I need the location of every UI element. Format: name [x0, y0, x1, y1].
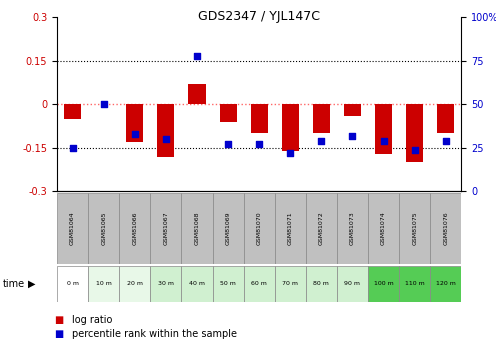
Text: 0 m: 0 m [66, 281, 78, 286]
Bar [375, 104, 392, 154]
Text: GSM81076: GSM81076 [443, 212, 448, 245]
Point [379, 138, 387, 144]
Text: GSM81069: GSM81069 [226, 212, 231, 245]
Bar [119, 193, 150, 264]
Text: 30 m: 30 m [158, 281, 174, 286]
Bar [282, 104, 299, 151]
Text: 20 m: 20 m [127, 281, 143, 286]
Text: GSM81074: GSM81074 [381, 212, 386, 245]
Text: 90 m: 90 m [344, 281, 361, 286]
Bar [337, 193, 368, 264]
Bar [399, 193, 430, 264]
Text: 110 m: 110 m [405, 281, 425, 286]
Text: GSM81065: GSM81065 [101, 212, 106, 245]
Point [286, 150, 294, 156]
Text: 50 m: 50 m [220, 281, 236, 286]
Text: GSM81071: GSM81071 [288, 212, 293, 245]
Bar [119, 266, 150, 302]
Bar [399, 266, 430, 302]
Bar [182, 193, 212, 264]
Text: GSM81067: GSM81067 [163, 212, 168, 245]
Bar [126, 104, 143, 142]
Bar [64, 104, 81, 119]
Bar [368, 266, 399, 302]
Bar [212, 266, 244, 302]
Text: ■: ■ [55, 315, 64, 325]
Bar [182, 266, 212, 302]
Bar [57, 266, 88, 302]
Point [255, 142, 263, 147]
Bar [368, 193, 399, 264]
Text: ■: ■ [55, 329, 64, 338]
Text: 120 m: 120 m [436, 281, 456, 286]
Bar [150, 193, 182, 264]
Text: GSM81073: GSM81073 [350, 212, 355, 245]
Text: 80 m: 80 m [313, 281, 329, 286]
Bar [250, 104, 268, 134]
Text: 100 m: 100 m [373, 281, 393, 286]
Bar [275, 193, 306, 264]
Bar [306, 266, 337, 302]
Point [68, 145, 76, 151]
Point [162, 136, 170, 142]
Point [349, 133, 357, 138]
Text: GSM81064: GSM81064 [70, 212, 75, 245]
Bar [430, 193, 461, 264]
Text: 40 m: 40 m [189, 281, 205, 286]
Bar [275, 266, 306, 302]
Bar [406, 104, 423, 162]
Bar [306, 193, 337, 264]
Text: 10 m: 10 m [96, 281, 112, 286]
Bar [220, 104, 237, 122]
Point [442, 138, 450, 144]
Bar [337, 266, 368, 302]
Bar [157, 104, 175, 157]
Text: ▶: ▶ [28, 279, 35, 289]
Text: log ratio: log ratio [72, 315, 112, 325]
Text: 60 m: 60 m [251, 281, 267, 286]
Text: GSM81072: GSM81072 [319, 212, 324, 245]
Point [193, 53, 201, 58]
Point [411, 147, 419, 152]
Bar [244, 193, 275, 264]
Text: GSM81070: GSM81070 [256, 212, 262, 245]
Point [317, 138, 325, 144]
Point [100, 101, 108, 107]
Bar [212, 193, 244, 264]
Text: GSM81075: GSM81075 [412, 212, 417, 245]
Bar [150, 266, 182, 302]
Point [224, 142, 232, 147]
Bar [57, 193, 88, 264]
Bar [313, 104, 330, 134]
Bar [88, 193, 119, 264]
Bar [244, 266, 275, 302]
Text: GSM81066: GSM81066 [132, 212, 137, 245]
Text: GSM81068: GSM81068 [194, 212, 199, 245]
Bar [88, 266, 119, 302]
Bar [344, 104, 361, 116]
Bar [437, 104, 454, 134]
Bar [430, 266, 461, 302]
Text: GDS2347 / YJL147C: GDS2347 / YJL147C [198, 10, 320, 23]
Point [131, 131, 139, 137]
Text: 70 m: 70 m [282, 281, 298, 286]
Bar [188, 84, 205, 104]
Text: percentile rank within the sample: percentile rank within the sample [72, 329, 237, 338]
Text: time: time [2, 279, 25, 289]
